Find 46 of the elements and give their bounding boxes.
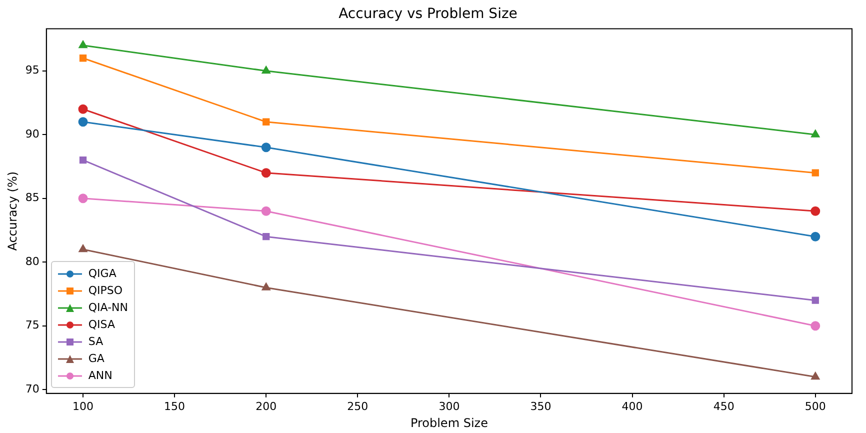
y-tick-label: 75 [25, 318, 40, 332]
point [262, 282, 270, 290]
legend-label: QISA [88, 318, 116, 332]
x-tick-label: 450 [713, 400, 734, 413]
legend-label: GA [88, 352, 104, 366]
x-tick-label: 100 [72, 400, 94, 413]
point [78, 117, 88, 127]
point [262, 233, 270, 240]
point [810, 232, 820, 242]
y-tick-label: 90 [25, 127, 40, 140]
legend-label: SA [88, 335, 104, 348]
x-tick-label: 350 [530, 400, 552, 413]
point [261, 142, 271, 152]
x-tick-label: 150 [164, 400, 186, 413]
legend-label: QIA-NN [88, 301, 128, 314]
point [810, 321, 820, 331]
point [261, 168, 271, 178]
point [810, 206, 820, 216]
point [262, 118, 270, 126]
point [812, 296, 819, 304]
point [812, 169, 819, 176]
y-tick-label: 85 [25, 191, 40, 204]
chart-title: Accuracy vs Problem Size [338, 6, 518, 22]
x-tick-label: 200 [256, 400, 277, 413]
point [78, 40, 88, 48]
legend-label: ANN [88, 369, 112, 382]
point [811, 130, 820, 138]
legend-label: QIPSO [88, 284, 123, 298]
point [78, 194, 88, 204]
x-tick-label: 500 [804, 400, 826, 413]
point [262, 66, 270, 74]
point [78, 104, 88, 114]
y-tick-label: 80 [25, 254, 40, 268]
x-axis-title: Problem Size [410, 416, 488, 430]
point [79, 156, 87, 164]
x-tick-label: 400 [622, 400, 643, 413]
y-tick-label: 95 [25, 64, 40, 77]
y-tick-label: 70 [25, 382, 40, 396]
y-axis-title: Accuracy (%) [5, 171, 20, 251]
x-tick-label: 300 [438, 400, 460, 413]
point [79, 54, 87, 62]
point [811, 372, 820, 380]
point [78, 244, 88, 252]
legend-label: QIGA [88, 267, 116, 280]
point [261, 206, 271, 216]
x-tick-label: 250 [347, 400, 368, 413]
